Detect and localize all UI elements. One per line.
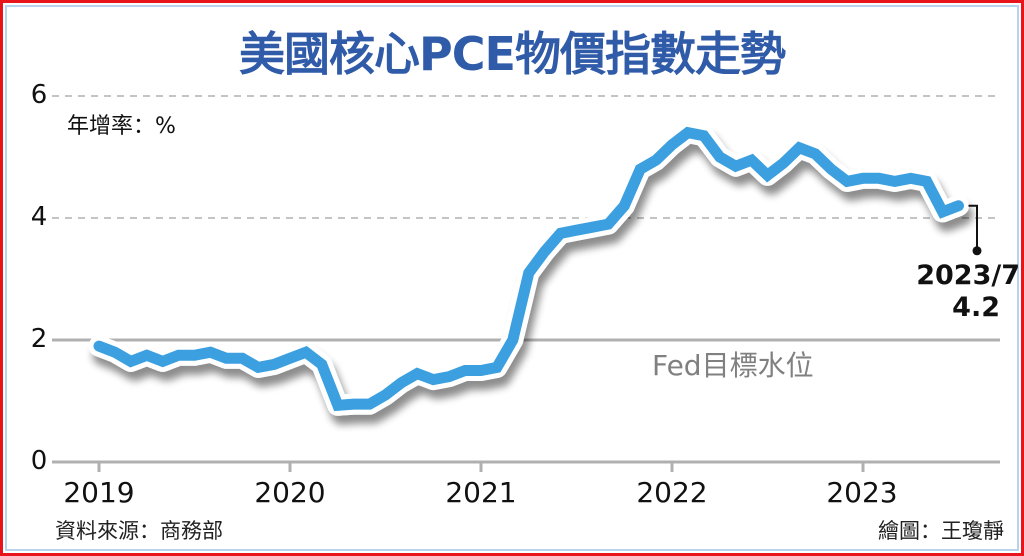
y-tick-2: 2 <box>30 324 48 354</box>
x-tick-2021: 2021 <box>445 476 517 509</box>
x-tick-2020: 2020 <box>254 476 326 509</box>
x-tick-2022: 2022 <box>636 476 708 509</box>
y-tick-6: 6 <box>30 80 48 110</box>
annotation-dot <box>972 246 982 256</box>
inner-border <box>5 5 1019 551</box>
annotation-date: 2023/7 <box>916 260 1020 291</box>
x-tick-2019: 2019 <box>63 476 135 509</box>
gridlines <box>52 95 1000 464</box>
source-note: 資料來源：商務部 <box>55 519 223 543</box>
data-line <box>93 126 964 412</box>
fed-target-label: Fed目標水位 <box>652 349 814 382</box>
credit-note: 繪圖：王瓊靜 <box>878 519 1004 543</box>
data-line-group <box>88 122 969 416</box>
annotation-leader <box>968 204 982 256</box>
x-tick-2023: 2023 <box>826 476 898 509</box>
y-tick-0: 0 <box>30 446 48 476</box>
annotation-value: 4.2 <box>952 292 1000 323</box>
chart-title: 美國核心PCE物價指數走勢 <box>239 27 786 81</box>
x-tick-marks <box>97 462 865 472</box>
y-axis-unit-label: 年增率：% <box>67 114 176 139</box>
y-tick-4: 4 <box>30 202 48 232</box>
